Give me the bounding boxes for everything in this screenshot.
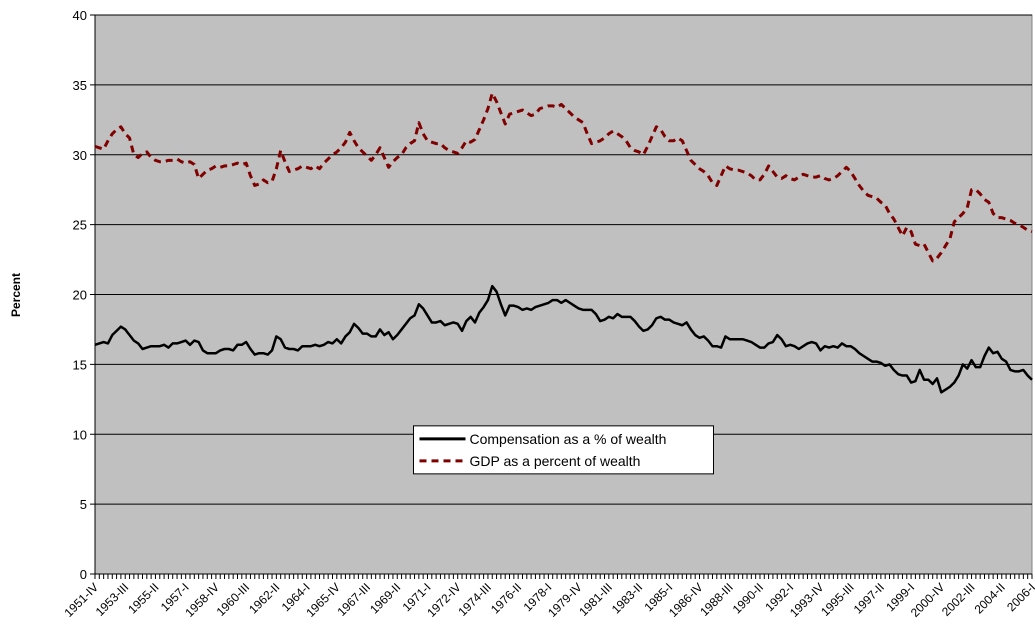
x-tick-label: 1979-IV	[545, 580, 585, 620]
y-tick-label: 35	[73, 78, 87, 93]
y-axis-label: Percent	[9, 273, 23, 317]
x-tick-label: 1986-IV	[666, 580, 706, 620]
x-tick-label: 1965-IV	[303, 580, 343, 620]
x-tick-label: 1958-IV	[182, 580, 222, 620]
legend: Compensation as a % of wealth GDP as a pe…	[413, 425, 714, 475]
x-tick-label: 1953-III	[93, 580, 132, 619]
y-tick-label: 40	[73, 8, 87, 23]
x-tick-label: 1997-II	[851, 580, 887, 616]
y-tick-label: 5	[80, 497, 87, 512]
x-tick-label: 2000-IV	[908, 580, 948, 620]
x-tick-label: 1983-II	[609, 580, 645, 616]
y-tick-label: 20	[73, 288, 87, 303]
y-tick-label: 15	[73, 357, 87, 372]
x-tick-label: 1951-IV	[62, 580, 102, 620]
x-tick-label: 1962-II	[246, 580, 282, 616]
y-tick-label: 10	[73, 427, 87, 442]
x-tick-label: 1969-II	[367, 580, 403, 616]
x-tick-label: 1995-III	[818, 580, 857, 619]
x-tick-label: 1955-II	[125, 580, 161, 616]
legend-label: GDP as a percent of wealth	[470, 453, 641, 469]
x-tick-label: 1974-III	[455, 580, 494, 619]
x-tick-label: 1988-III	[697, 580, 736, 619]
series-line	[94, 91, 1033, 263]
y-tick-label: 30	[73, 148, 87, 163]
y-tick-label: 0	[80, 567, 87, 582]
x-tick-label: 2006-I	[1004, 580, 1035, 614]
x-tick-label: 1960-III	[214, 580, 253, 619]
legend-box	[413, 425, 714, 475]
x-tick-label: 1967-III	[334, 580, 373, 619]
x-tick-label: 1990-II	[730, 580, 766, 616]
x-tick-label: 1972-IV	[424, 580, 464, 620]
x-tick-label: 2004-II	[972, 580, 1008, 616]
x-tick-label: 1993-IV	[787, 580, 827, 620]
x-tick-label: 2002-III	[939, 580, 978, 619]
x-tick-label: 1981-III	[576, 580, 615, 619]
y-tick-label: 25	[73, 218, 87, 233]
x-tick-label: 1976-II	[488, 580, 524, 616]
series-line	[94, 284, 1033, 394]
legend-label: Compensation as a % of wealth	[470, 431, 667, 447]
